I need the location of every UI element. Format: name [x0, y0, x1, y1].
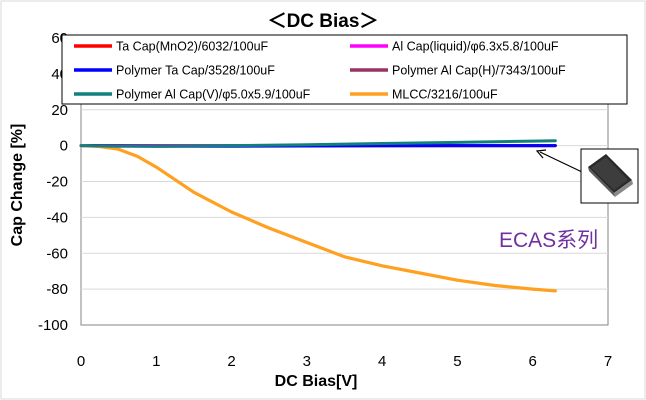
x-tick-label: 4 — [378, 353, 386, 370]
ecas-capacitor-image — [588, 154, 633, 197]
y-tick-label: 0 — [60, 138, 68, 155]
x-tick-label: 0 — [77, 353, 85, 370]
x-tick-label: 3 — [303, 353, 311, 370]
x-tick-label: 6 — [529, 353, 537, 370]
legend-label: Polymer Al Cap(V)/φ5.0x5.9/100uF — [116, 88, 311, 102]
x-axis-label: DC Bias[V] — [275, 373, 358, 390]
x-tick-label: 2 — [227, 353, 235, 370]
legend: Ta Cap(MnO2)/6032/100uF Al Cap(liquid)/φ6… — [74, 40, 566, 102]
y-tick-label: -80 — [46, 281, 68, 298]
legend-label: MLCC/3216/100uF — [392, 88, 498, 102]
legend-box — [61, 34, 628, 105]
y-tick-label: -100 — [38, 317, 68, 334]
legend-label: Polymer Al Cap(H)/7343/100uF — [392, 64, 566, 78]
legend-label: Polymer Ta Cap/3528/100uF — [116, 64, 275, 78]
y-tick-label: -20 — [46, 174, 68, 191]
legend-label: Ta Cap(MnO2)/6032/100uF — [116, 40, 269, 54]
annotation-arrow — [539, 151, 583, 173]
legend-label: Al Cap(liquid)/φ6.3x5.8/100uF — [392, 40, 559, 54]
series-line-5 — [79, 144, 557, 293]
series-lines — [79, 139, 557, 293]
annotation-arrowhead — [535, 149, 547, 159]
y-tick-label: 20 — [51, 102, 68, 119]
x-tick-labels: 0 1 2 3 4 5 6 7 — [77, 353, 612, 370]
y-tick-label: -40 — [46, 209, 68, 226]
x-tick-label: 1 — [152, 353, 160, 370]
ecas-annotation-label: ECAS系列 — [499, 229, 598, 252]
y-tick-label: -60 — [46, 245, 68, 262]
series-line-4 — [79, 139, 557, 148]
x-tick-label: 7 — [604, 353, 612, 370]
x-tick-label: 5 — [453, 353, 461, 370]
chart-title: ＜DC Bias＞ — [268, 11, 379, 32]
y-axis-label: Cap Change [%] — [9, 124, 26, 247]
